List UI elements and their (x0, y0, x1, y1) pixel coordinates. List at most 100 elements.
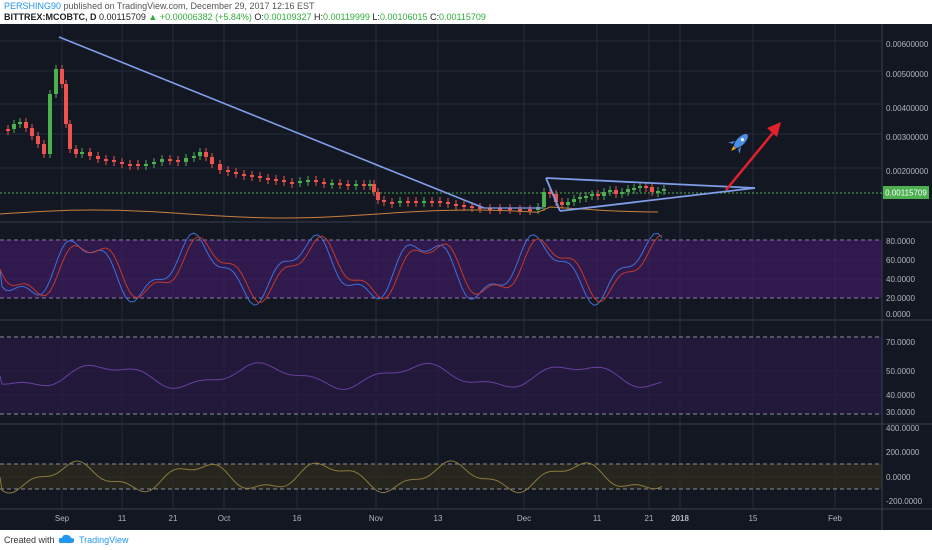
y-tick-label-cci: -200.0000 (886, 497, 923, 506)
candle (322, 178, 326, 188)
y-tick-label-stoch: 40.0000 (886, 275, 915, 284)
y-tick-label-stoch: 20.0000 (886, 294, 915, 303)
candle (290, 178, 294, 188)
candle (430, 197, 434, 207)
indicator-lines (0, 232, 663, 494)
published-text: published on TradingView.com, December 2… (63, 1, 315, 11)
candle (274, 175, 278, 185)
candle (372, 180, 376, 196)
y-tick-label-price: 0.00300000 (886, 133, 929, 142)
candle (382, 196, 386, 206)
x-tick-label: Nov (369, 514, 383, 523)
x-tick-label: Oct (218, 514, 231, 523)
triangle-upper-line[interactable] (545, 177, 756, 189)
triangle-left-line[interactable] (545, 177, 561, 212)
candle (590, 190, 594, 200)
y-tick-label-stoch: 0.0000 (886, 310, 911, 319)
y-tick-label-rsi: 70.0000 (886, 338, 915, 347)
candle (362, 180, 366, 190)
breakout-arrow[interactable] (725, 122, 781, 191)
triangle-lower-line[interactable] (559, 187, 756, 212)
y-tick-label-cci: 200.0000 (886, 448, 920, 457)
y-tick-label-rsi: 30.0000 (886, 408, 915, 417)
candle (42, 140, 46, 158)
candle (566, 198, 570, 209)
publish-line: PERSHING90 published on TradingView.com,… (4, 0, 315, 12)
price-change: ▲ +0.00006382 (+5.84%) (148, 12, 252, 22)
candle (128, 160, 132, 170)
candle (30, 124, 34, 140)
candle (234, 168, 238, 178)
open-value: 0.00109327 (263, 12, 312, 22)
candle (36, 132, 40, 148)
candle (176, 156, 180, 166)
candle (518, 205, 522, 215)
rocket-icon (728, 134, 748, 154)
tradingview-cloud-icon (58, 534, 75, 543)
last-price: 0.00115709 (99, 12, 146, 22)
chart-svg[interactable]: 0.00115709 0.00600000 0.00500000 0.0040000… (0, 24, 932, 530)
candle (478, 203, 482, 213)
candle (198, 148, 202, 160)
candle (656, 187, 660, 197)
candle (218, 160, 222, 174)
author-link[interactable]: PERSHING90 (4, 1, 62, 11)
y-axis-labels[interactable]: 0.00600000 0.00500000 0.00400000 0.00300000… (886, 40, 929, 506)
candle (306, 176, 310, 186)
candle (64, 80, 68, 128)
x-tick-label: 2018 (671, 514, 689, 523)
candle (632, 184, 636, 194)
candle (584, 192, 588, 202)
open-label: O: (254, 12, 264, 22)
descending-trendline-2[interactable] (373, 163, 485, 209)
chart-area[interactable]: 0.00115709 0.00600000 0.00500000 0.0040000… (0, 24, 932, 530)
y-tick-label-rsi: 50.0000 (886, 367, 915, 376)
candle (204, 148, 208, 161)
candle (152, 158, 156, 168)
candle (60, 65, 64, 88)
candle (80, 148, 84, 158)
cci-band (0, 464, 882, 489)
candle (398, 197, 402, 207)
candle (12, 120, 16, 133)
candle (346, 180, 350, 190)
price-tag-label: 0.00115709 (885, 189, 927, 198)
candle (184, 154, 188, 166)
tradingview-brand[interactable]: TradingView (79, 535, 129, 545)
symbol-label: BITTREX:MCOBTC, D (4, 12, 97, 22)
candle (368, 180, 372, 190)
high-value: 0.00119999 (323, 12, 370, 22)
x-axis-labels[interactable]: Sep 11 21 Oct 16 Nov 13 Dec 11 21 2018 15 Feb (55, 514, 843, 523)
y-tick-label-stoch: 60.0000 (886, 256, 915, 265)
candle (250, 171, 254, 181)
candle (48, 90, 52, 158)
candle (462, 201, 466, 211)
stoch-d-line (0, 234, 663, 303)
rsi-band (0, 337, 882, 414)
candle (488, 204, 492, 214)
candle (104, 155, 108, 165)
y-tick-label-price: 0.00200000 (886, 167, 929, 176)
candle (620, 188, 624, 198)
y-tick-label-cci: 400.0000 (886, 424, 920, 433)
candle (446, 198, 450, 208)
candle (608, 186, 612, 196)
candle (192, 152, 196, 162)
cci-line (0, 460, 663, 494)
candle (662, 185, 666, 195)
x-tick-label: 11 (593, 514, 602, 523)
high-label: H: (314, 12, 324, 22)
candle (596, 190, 600, 200)
candle (54, 65, 58, 98)
low-label: L: (372, 12, 380, 22)
y-tick-label-cci: 0.0000 (886, 473, 911, 482)
candle (528, 205, 532, 215)
created-with-text: Created with (4, 535, 55, 545)
candle (638, 182, 642, 192)
candle (266, 174, 270, 184)
stoch-k-line (0, 232, 663, 306)
y-tick-label-price: 0.00400000 (886, 104, 929, 113)
candle (542, 188, 546, 211)
y-tick-label-price: 0.00500000 (886, 70, 929, 79)
candle (298, 177, 302, 187)
